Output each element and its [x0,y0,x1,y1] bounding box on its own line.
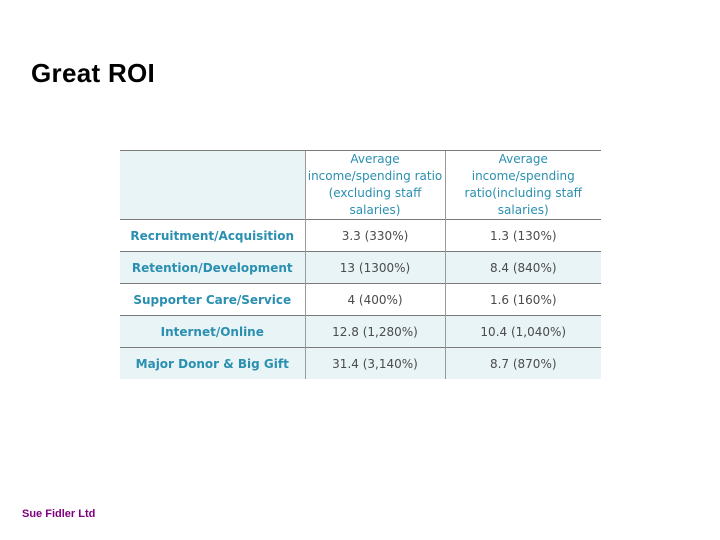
table-row: Supporter Care/Service 4 (400%) 1.6 (160… [120,283,601,316]
ratio-including-salaries: 8.4 (840%) [444,251,601,284]
table-header-blank [120,150,305,220]
table-row: Internet/Online 12.8 (1,280%) 10.4 (1,04… [120,315,601,348]
ratio-including-salaries: 1.6 (160%) [444,283,601,316]
row-label: Supporter Care/Service [120,283,305,316]
row-label: Internet/Online [120,315,305,348]
ratio-excluding-salaries: 12.8 (1,280%) [304,315,445,348]
roi-table: Average income/spending ratio (excluding… [120,150,601,379]
table-header-row: Average income/spending ratio (excluding… [120,150,601,220]
table-row: Retention/Development 13 (1300%) 8.4 (84… [120,251,601,284]
ratio-including-salaries: 8.7 (870%) [444,347,601,379]
table-row: Recruitment/Acquisition 3.3 (330%) 1.3 (… [120,219,601,252]
ratio-including-salaries: 1.3 (130%) [444,219,601,252]
ratio-excluding-salaries: 13 (1300%) [304,251,445,284]
ratio-including-salaries: 10.4 (1,040%) [444,315,601,348]
table-row: Major Donor & Big Gift 31.4 (3,140%) 8.7… [120,347,601,379]
roi-table-container: Average income/spending ratio (excluding… [120,150,601,379]
row-label: Recruitment/Acquisition [120,219,305,252]
footer-company-name: Sue Fidler Ltd [22,508,96,520]
table-header-excluding-salaries: Average income/spending ratio (excluding… [304,150,445,220]
row-label: Major Donor & Big Gift [120,347,305,379]
ratio-excluding-salaries: 31.4 (3,140%) [304,347,445,379]
slide-title: Great ROI [31,58,156,88]
table-header-including-salaries: Average income/spending ratio(including … [444,150,601,220]
row-label: Retention/Development [120,251,305,284]
ratio-excluding-salaries: 4 (400%) [304,283,445,316]
ratio-excluding-salaries: 3.3 (330%) [304,219,445,252]
